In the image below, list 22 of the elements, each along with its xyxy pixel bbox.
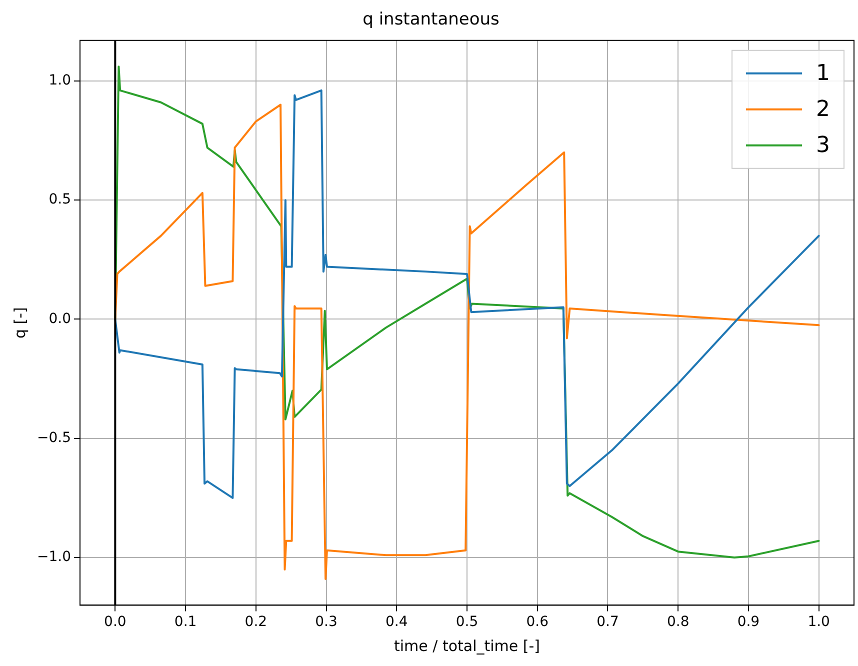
y-tick-label: 0.0 [48, 310, 71, 327]
x-tick-label: 0.2 [244, 614, 268, 630]
x-tick-label: 0.0 [104, 614, 126, 630]
y-axis-title: q [-] [10, 307, 29, 339]
x-tick-label: 0.9 [737, 614, 760, 630]
x-tick-label: 0.1 [174, 614, 197, 630]
legend-label: 3 [816, 133, 830, 158]
legend-label: 2 [816, 97, 830, 122]
x-tick-label: 0.5 [456, 614, 478, 630]
x-tick-label: 0.3 [315, 614, 338, 630]
x-tick-label: 0.7 [596, 614, 619, 630]
x-tick-label: 0.8 [666, 614, 690, 630]
y-tick-label: −0.5 [36, 430, 71, 446]
x-tick-label: 0.6 [526, 614, 549, 630]
y-tick-label: 0.5 [48, 192, 71, 208]
y-tick-label: 1.0 [48, 72, 71, 89]
y-tick-label: −1.0 [36, 549, 71, 566]
chart-title: q instantaneous [362, 10, 500, 30]
x-tick-label: 0.4 [386, 614, 408, 630]
x-axis-title: time / total_time [-] [394, 636, 540, 655]
x-tick-label: 1.0 [808, 614, 830, 630]
legend-label: 1 [816, 61, 830, 86]
